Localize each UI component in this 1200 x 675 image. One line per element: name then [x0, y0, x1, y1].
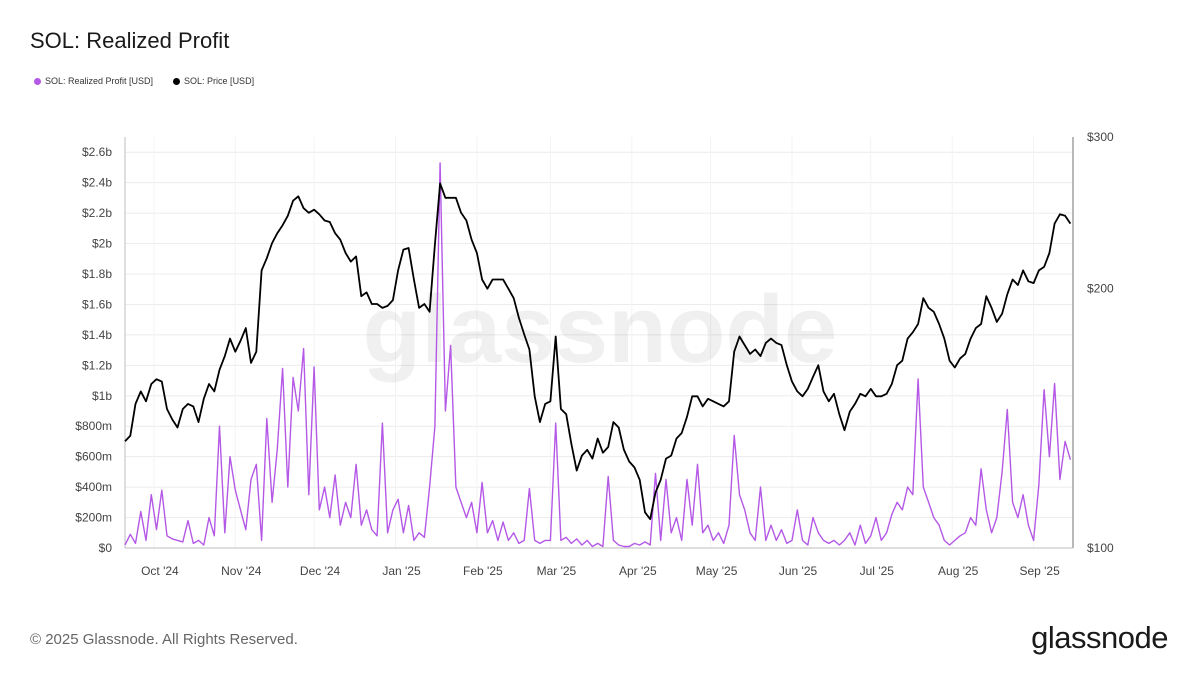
legend-dot-realized-profit — [34, 77, 41, 85]
left-axis: $0 $200m $400m $600m $800m $1b $1.2b $1.4b $1.6b… — [75, 137, 126, 555]
legend-item-price[interactable]: SOL: Price [USD] — [173, 76, 254, 86]
left-tick-label: $600m — [75, 450, 112, 464]
left-tick-label: $800m — [75, 419, 112, 433]
left-tick-label: $1.6b — [82, 297, 112, 311]
right-axis: $300 $200 $100 — [1072, 130, 1114, 555]
x-tick-label: Aug '25 — [938, 564, 979, 578]
left-tick-label: $400m — [75, 480, 112, 494]
left-tick-label: $1.8b — [82, 267, 112, 281]
x-tick-label: Feb '25 — [463, 564, 503, 578]
x-axis: Oct '24 Nov '24 Dec '24 Jan '25 Feb '25 Mar '… — [125, 547, 1073, 578]
legend-dot-price — [173, 77, 181, 85]
left-tick-label: $2.4b — [82, 176, 112, 190]
left-tick-label: $1.4b — [82, 328, 112, 342]
left-tick-label: $1b — [92, 389, 112, 403]
left-tick-label: $0 — [99, 541, 113, 555]
legend-label-price: SOL: Price [USD] — [184, 76, 255, 86]
x-tick-label: May '25 — [696, 564, 738, 578]
legend-item-realized-profit[interactable]: SOL: Realized Profit [USD] — [34, 76, 153, 86]
right-tick-label: $100 — [1087, 541, 1114, 555]
left-tick-label: $200m — [75, 511, 112, 525]
left-tick-label: $2.2b — [82, 206, 112, 220]
left-tick-label: $2b — [92, 237, 112, 251]
left-tick-label: $2.6b — [82, 145, 112, 159]
x-tick-label: Jun '25 — [779, 564, 818, 578]
x-tick-label: Nov '24 — [221, 564, 262, 578]
legend-label-realized-profit: SOL: Realized Profit [USD] — [45, 76, 154, 86]
x-tick-label: Jan '25 — [382, 564, 421, 578]
x-tick-label: Mar '25 — [537, 564, 577, 578]
glassnode-logo[interactable]: glassnode — [1031, 620, 1168, 655]
series-layer — [124, 162, 1072, 548]
x-tick-label: Apr '25 — [619, 564, 657, 578]
copyright-text: © 2025 Glassnode. All Rights Reserved. — [30, 631, 298, 648]
chart-title: SOL: Realized Profit — [30, 28, 230, 53]
realized-profit-line — [124, 162, 1072, 548]
watermark: glassnode — [363, 276, 838, 383]
chart-legend: SOL: Realized Profit [USD] SOL: Price [U… — [34, 76, 254, 86]
x-tick-label: Oct '24 — [141, 564, 179, 578]
right-tick-label: $300 — [1087, 130, 1114, 144]
right-tick-label: $200 — [1087, 282, 1114, 296]
x-tick-label: Sep '25 — [1019, 564, 1060, 578]
left-tick-label: $1.2b — [82, 358, 112, 372]
x-tick-label: Dec '24 — [300, 564, 341, 578]
x-tick-label: Jul '25 — [860, 564, 895, 578]
price-line — [124, 182, 1072, 521]
